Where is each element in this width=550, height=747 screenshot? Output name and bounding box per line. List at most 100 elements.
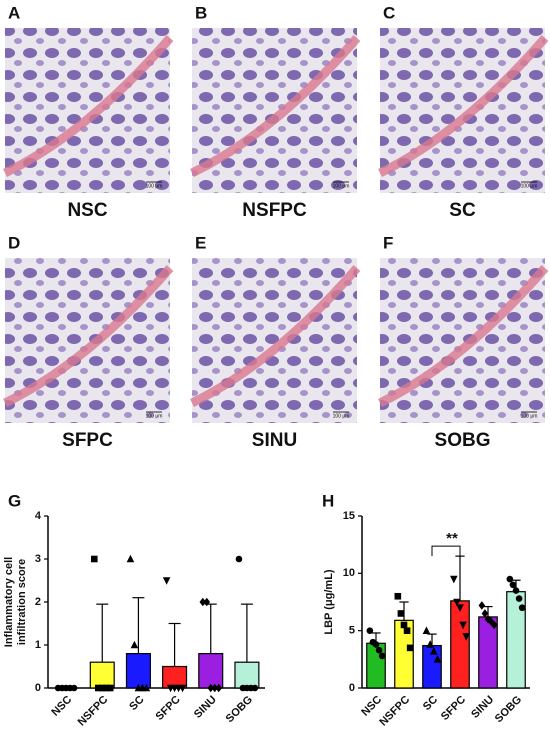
muscle-layer [3, 265, 174, 408]
y-tick-label: 0 [349, 682, 355, 694]
data-point [406, 644, 414, 652]
data-point [211, 683, 219, 693]
panel-letter: H [322, 491, 334, 510]
data-point [366, 627, 374, 634]
data-point [509, 581, 517, 589]
panel-caption: SOBG [435, 430, 491, 451]
data-point [426, 640, 434, 648]
micrograph [192, 258, 357, 423]
micrograph [192, 28, 357, 193]
data-point [142, 683, 151, 692]
data-point [506, 575, 514, 583]
muscle-layer [190, 265, 361, 408]
bar [198, 652, 224, 689]
y-tick-label: 5 [349, 625, 355, 637]
panel-letter: B [195, 3, 207, 22]
x-tick-label: SC [127, 694, 146, 713]
data-point [106, 684, 114, 692]
data-point [400, 621, 408, 629]
y-tick-label: 15 [343, 510, 355, 522]
significance-bracket [431, 545, 461, 557]
significance-label: ** [446, 530, 458, 547]
y-axis-label: LBP (μg/mL) [323, 569, 335, 635]
data-point [207, 683, 215, 693]
data-point [199, 597, 207, 607]
y-tick-label: 0 [35, 682, 41, 694]
data-point [251, 684, 259, 692]
scale-bar-label: 100 μm [333, 183, 350, 189]
data-point [394, 592, 402, 600]
y-tick-label: 4 [35, 510, 42, 522]
data-point [459, 621, 467, 630]
bar [89, 661, 115, 689]
muscle-layer [378, 265, 549, 408]
scale-bar-label: 100 μm [146, 413, 163, 419]
x-tick-label: SC [421, 694, 440, 713]
bar [450, 600, 470, 689]
y-tick-label: 10 [343, 567, 355, 579]
data-point [178, 684, 187, 693]
data-point [462, 633, 470, 641]
data-point [90, 555, 98, 563]
data-point [490, 620, 498, 630]
data-point [235, 555, 243, 563]
panel-caption: NSC [67, 200, 107, 221]
data-point [98, 684, 106, 692]
x-tick-label: NSC [49, 694, 74, 719]
micrograph [5, 28, 170, 193]
data-point [422, 626, 431, 634]
data-point [512, 587, 520, 594]
panel-caption: SC [449, 200, 476, 221]
data-point [515, 595, 523, 602]
y-tick-label: 1 [35, 639, 41, 651]
panel-letter: A [8, 3, 20, 22]
y-tick-label: 3 [35, 553, 41, 565]
data-point [456, 604, 464, 613]
data-point [478, 601, 486, 610]
x-tick-label: NSFPC [76, 694, 111, 729]
data-point [203, 597, 211, 607]
panel-letter: D [8, 233, 20, 252]
data-point [130, 640, 139, 649]
muscle-layer [378, 35, 549, 178]
x-tick-label: SFPC [154, 694, 183, 723]
data-point [450, 575, 458, 584]
data-point [481, 609, 489, 618]
data-point [215, 683, 223, 693]
panel-letter: C [383, 3, 395, 22]
x-tick-label: NSFPC [377, 694, 412, 729]
y-axis-label: Inflammatory cell [3, 557, 15, 647]
panel-caption: SFPC [62, 430, 113, 451]
x-tick-label: SOBG [493, 694, 524, 725]
micrograph [380, 28, 545, 193]
x-tick-label: NSC [359, 694, 384, 719]
micrograph [380, 258, 545, 423]
panel-caption: SINU [252, 430, 297, 451]
x-tick-label: SOBG [224, 694, 255, 725]
data-point [433, 655, 442, 663]
y-axis-label: infiltration score [16, 559, 28, 645]
scale-bar-label: 100 μm [146, 183, 163, 189]
muscle-layer [190, 35, 361, 178]
y-tick-label: 2 [35, 596, 41, 608]
panel-letter: E [195, 233, 206, 252]
data-point [403, 627, 411, 634]
panel-letter: F [383, 233, 393, 252]
muscle-layer [3, 35, 174, 178]
panel-caption: NSFPC [242, 200, 307, 221]
bar [125, 652, 151, 689]
data-point [397, 610, 405, 617]
data-point [126, 554, 135, 563]
micrograph [5, 258, 170, 423]
panel-letter: G [8, 491, 21, 510]
data-point [70, 684, 78, 692]
bar [234, 661, 260, 689]
scale-bar-label: 100 μm [333, 413, 350, 419]
data-point [375, 646, 383, 654]
data-point [430, 647, 438, 655]
data-point [378, 652, 386, 660]
data-point [102, 684, 110, 692]
x-tick-label: SFPC [439, 694, 468, 723]
data-point [372, 641, 380, 648]
scale-bar-label: 100 μm [521, 183, 538, 189]
